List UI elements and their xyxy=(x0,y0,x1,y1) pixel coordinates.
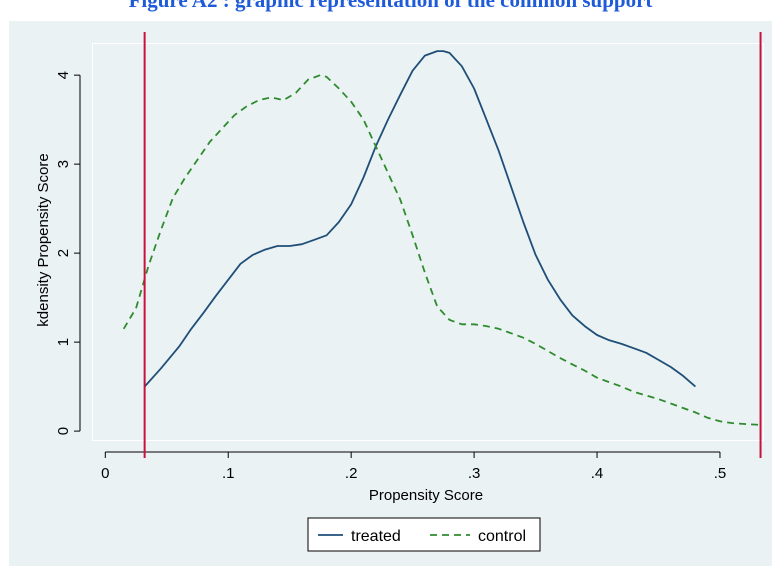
x-tick-label: .5 xyxy=(714,465,727,482)
figure-title: Figure A2 : graphic representation of th… xyxy=(128,0,653,12)
x-tick-label: .1 xyxy=(222,465,235,482)
legend-label-control: control xyxy=(478,528,526,545)
y-tick-label: 2 xyxy=(55,249,72,257)
vertical-lines xyxy=(143,32,762,458)
plot-region xyxy=(93,44,763,440)
y-tick-label: 3 xyxy=(55,160,72,168)
x-axis: 0 .1 .2 .3 .4 .5 xyxy=(101,451,727,482)
x-tick-label: .2 xyxy=(345,465,358,482)
legend-label-treated: treated xyxy=(351,528,401,545)
series-line-control xyxy=(122,74,761,426)
legend-box xyxy=(307,517,541,552)
x-tick-label: .3 xyxy=(468,465,481,482)
y-tick-label: 1 xyxy=(55,338,72,346)
legend: treated control xyxy=(307,517,541,552)
y-tick-label: 4 xyxy=(55,71,72,79)
series-line-treated xyxy=(143,50,696,388)
y-tick-label: 0 xyxy=(55,427,72,435)
x-tick-label: .4 xyxy=(591,465,604,482)
y-axis-label: kdensity Propensity Score xyxy=(35,153,52,326)
x-tick-label: 0 xyxy=(101,465,109,482)
x-axis-label: Propensity Score xyxy=(369,487,483,504)
y-axis: 0 1 2 3 4 xyxy=(55,71,81,435)
series-layer xyxy=(122,50,761,426)
